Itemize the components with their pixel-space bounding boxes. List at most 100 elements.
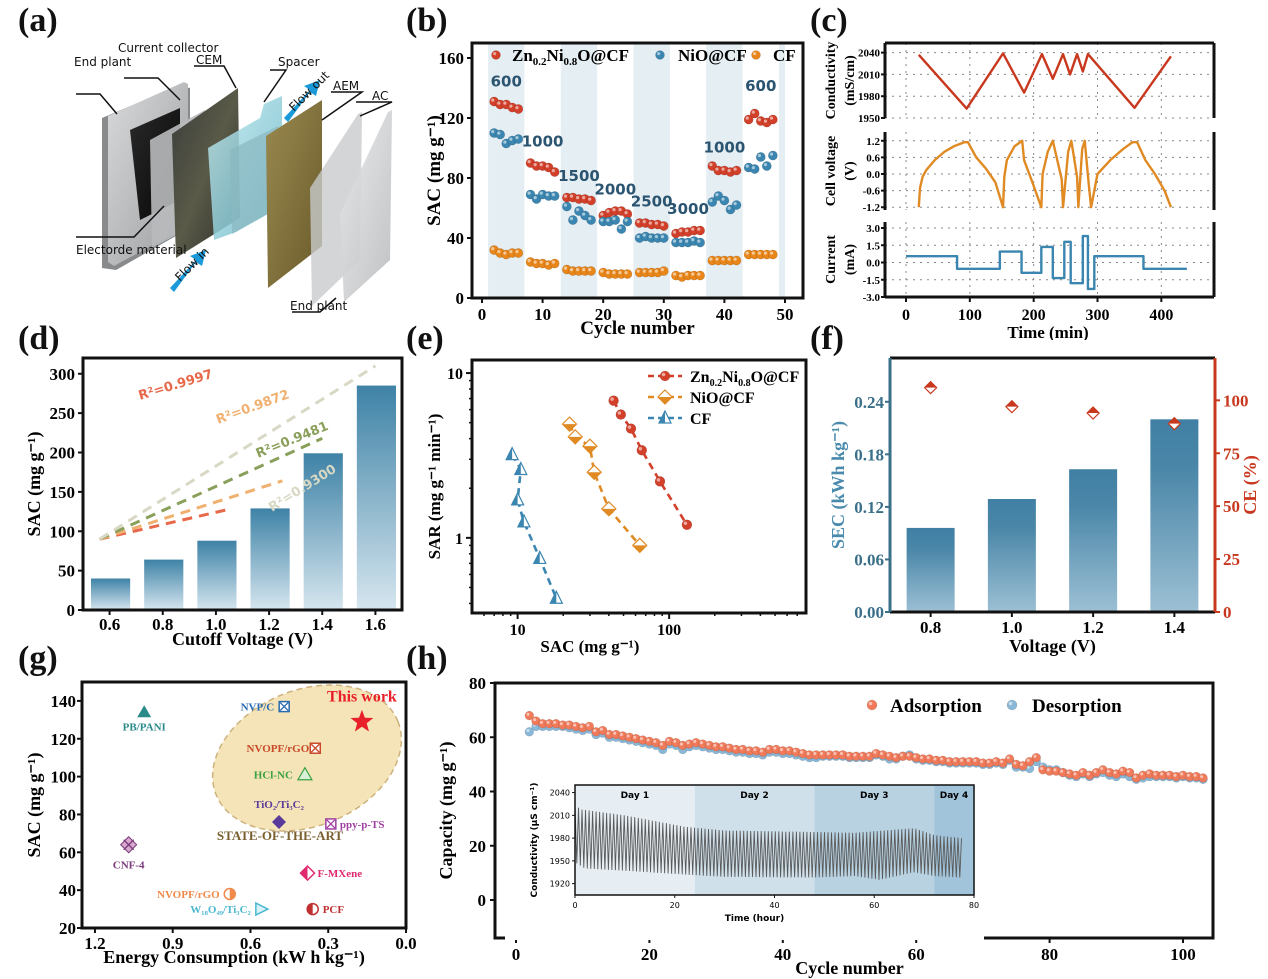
x-axis-title: Voltage (V) — [1009, 636, 1096, 657]
fit-r2-label: R²=0.9997 — [137, 367, 215, 404]
point-label: PCF — [323, 904, 345, 916]
data-point-body — [767, 150, 778, 161]
fit-line — [99, 507, 230, 541]
data-point-highlight — [1180, 772, 1184, 776]
data-point-highlight — [575, 268, 580, 272]
data-point — [698, 739, 708, 749]
legend-marker-highlight — [493, 52, 497, 56]
diamond-fill — [300, 866, 308, 881]
data-point-highlight — [715, 257, 719, 261]
data-point-highlight — [697, 227, 701, 231]
legend-label-cf: CF — [773, 46, 796, 65]
data-point-highlight — [779, 747, 784, 752]
x-tick-label: 1.2 — [258, 615, 279, 634]
y-tick-label: 0.0 — [866, 258, 880, 270]
plot-frame — [470, 358, 808, 615]
data-point-highlight — [653, 739, 657, 743]
data-point-highlight — [545, 262, 549, 266]
x-tick-label: 0 — [478, 305, 487, 324]
y2-tick-label: 25 — [1223, 550, 1240, 569]
data-point — [495, 129, 506, 140]
diamond-marker — [271, 815, 286, 830]
data-point-body — [567, 215, 578, 225]
x-tick-label: 0.6 — [99, 615, 120, 634]
data-point-body — [731, 200, 742, 210]
current-band-2 — [633, 43, 670, 298]
data-point-body — [658, 233, 669, 243]
data-point-body — [622, 216, 633, 227]
data-point — [513, 134, 524, 144]
data-point-highlight — [691, 238, 695, 242]
y2-axis-title: CE (%) — [1240, 455, 1261, 515]
data-point-highlight — [1080, 769, 1084, 773]
legend-marker — [866, 699, 878, 711]
data-point — [749, 164, 760, 174]
legend-marker-body — [1006, 699, 1018, 711]
legend-marker — [491, 50, 501, 60]
data-point — [831, 750, 841, 760]
data-point-body — [622, 269, 633, 279]
data-point — [844, 751, 855, 761]
data-point-highlight — [539, 720, 543, 724]
point-label: This work — [327, 689, 397, 706]
legend-marker-highlight — [657, 52, 661, 56]
chart-f-sec-ce: 0.00 0.06 0.12 0.18 0.24 0 25 50 75 100 0.8 1.0 1.2 1… — [828, 356, 1261, 657]
data-point — [571, 721, 581, 732]
data-point-highlight — [497, 250, 501, 254]
y-tick-label: 0 — [478, 891, 487, 910]
point-label: NVOPF/rGO — [247, 743, 310, 755]
label-end-plant: End plant — [74, 55, 132, 69]
panel-d: (d) R²=0.9997 R²=0.9872 R²=0.9481 R²=0.9300… — [0, 320, 420, 650]
data-point — [771, 744, 781, 755]
panel-label-f: (f) — [810, 320, 844, 357]
y-tick-label: 0.18 — [854, 445, 884, 464]
data-point — [610, 215, 621, 225]
data-point-highlight — [666, 738, 670, 742]
label-end-plant-right: End plant — [290, 299, 348, 313]
data-point-highlight — [559, 722, 563, 726]
data-point — [719, 195, 730, 206]
data-point-highlight — [1060, 769, 1064, 773]
data-point-highlight — [497, 101, 501, 105]
x-tick-label: 80 — [1041, 945, 1058, 964]
data-point — [731, 165, 742, 176]
data-point-highlight — [563, 266, 568, 270]
panel-label-g: (g) — [18, 640, 58, 677]
data-point — [564, 720, 575, 730]
data-point-highlight — [551, 260, 555, 264]
triangle-marker — [137, 705, 152, 718]
data-point-highlight — [906, 753, 910, 757]
point-cnf4: CNF-4 — [113, 836, 145, 872]
data-point-highlight — [515, 136, 519, 140]
y-tick-label: 0.24 — [854, 393, 884, 412]
data-point-highlight — [727, 206, 731, 210]
data-point-highlight — [751, 110, 755, 114]
y-axis-unit: (V) — [843, 161, 858, 181]
y-tick-label: 150 — [50, 483, 76, 502]
data-point-highlight — [763, 163, 768, 167]
data-point-highlight — [1093, 769, 1097, 773]
data-point-highlight — [678, 239, 683, 243]
marker-triangle-fill — [511, 492, 518, 505]
data-point-highlight — [539, 191, 543, 195]
data-point-highlight — [686, 741, 690, 745]
data-point — [944, 756, 955, 767]
data-point-body — [513, 104, 524, 114]
x-tick-label: 0.8 — [152, 615, 173, 634]
data-point-body — [495, 129, 506, 140]
x-tick-label: 1.0 — [1001, 618, 1022, 637]
data-point — [549, 167, 560, 177]
data-point-highlight — [1126, 769, 1130, 773]
data-point-highlight — [660, 235, 665, 239]
y-axis-title: SAC (mg g⁻¹) — [24, 432, 45, 537]
legend-marker-body — [751, 50, 761, 60]
y-tick-label: 2010 — [858, 69, 881, 81]
data-point-highlight — [960, 758, 964, 762]
point-label: HCl-NC — [254, 770, 293, 782]
data-point — [586, 195, 596, 206]
panel-label-a: (a) — [18, 2, 58, 39]
data-point-highlight — [563, 203, 568, 207]
data-point-highlight — [509, 137, 513, 141]
bar — [906, 527, 955, 612]
point-label: NVOPF/rGO — [157, 889, 220, 901]
